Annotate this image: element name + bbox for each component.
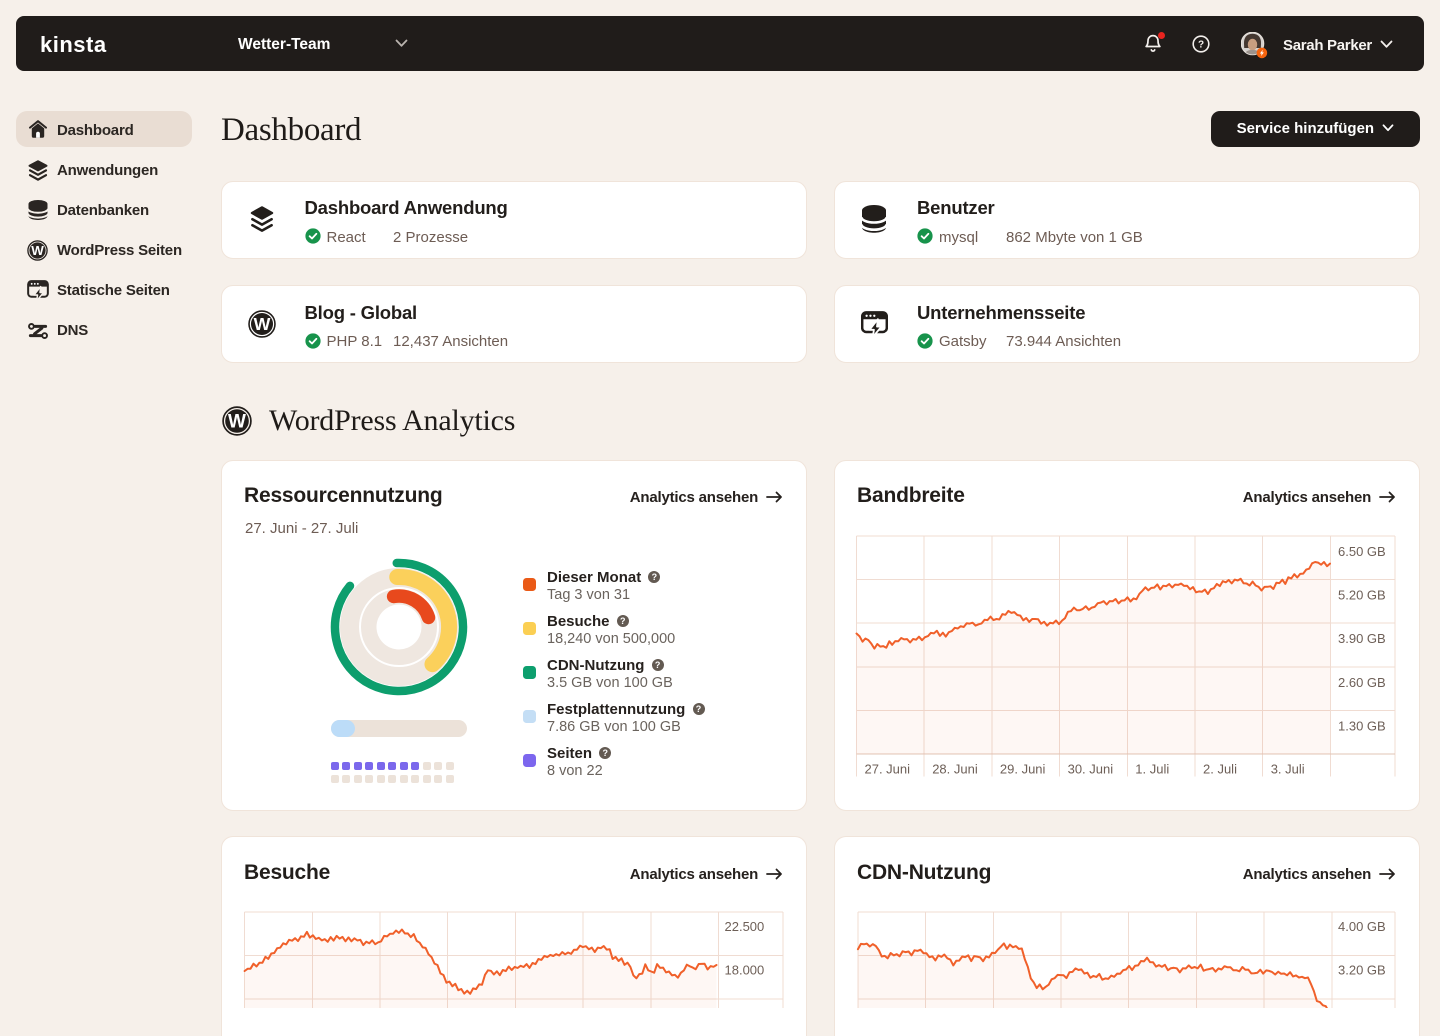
svg-text:W: W: [31, 243, 44, 258]
svg-text:29. Juni: 29. Juni: [1000, 762, 1046, 777]
svg-text:W: W: [228, 411, 246, 432]
svg-text:28. Juni: 28. Juni: [932, 762, 978, 777]
svg-text:4.00 GB: 4.00 GB: [1338, 919, 1386, 934]
svg-text:W: W: [254, 314, 271, 334]
svg-text:3.20 GB: 3.20 GB: [1338, 963, 1386, 978]
svg-text:18.000: 18.000: [725, 963, 765, 978]
svg-text:3. Juli: 3. Juli: [1271, 762, 1305, 777]
svg-text:27. Juni: 27. Juni: [865, 762, 911, 777]
svg-text:22.500: 22.500: [725, 919, 765, 934]
svg-text:1. Juli: 1. Juli: [1135, 762, 1169, 777]
svg-text:5.20 GB: 5.20 GB: [1338, 588, 1386, 603]
svg-text:2.60 GB: 2.60 GB: [1338, 675, 1386, 690]
svg-text:2. Juli: 2. Juli: [1203, 762, 1237, 777]
svg-text:3.90 GB: 3.90 GB: [1338, 631, 1386, 646]
svg-text:1.30 GB: 1.30 GB: [1338, 718, 1386, 733]
svg-text:30. Juni: 30. Juni: [1068, 762, 1114, 777]
svg-text:6.50 GB: 6.50 GB: [1338, 544, 1386, 559]
svg-text:?: ?: [1198, 40, 1204, 51]
